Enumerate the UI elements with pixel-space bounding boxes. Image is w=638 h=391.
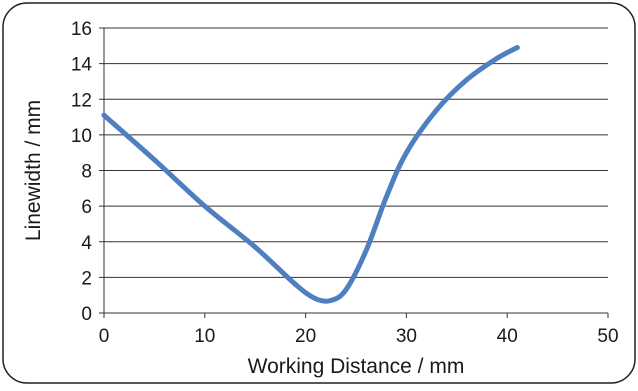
data-point (151, 157, 157, 163)
grid-lines (104, 27, 608, 278)
data-point (383, 194, 389, 200)
x-tick-label: 50 (597, 326, 618, 347)
y-tick-label: 8 (81, 162, 92, 183)
data-point (313, 296, 319, 302)
y-tick-label: 14 (71, 55, 93, 76)
y-tick-label: 2 (81, 268, 92, 289)
x-tick-label: 30 (396, 326, 417, 347)
series-layer (101, 45, 520, 304)
tick-labels: 0 2 4 6 8 10 12 14 16 0 10 20 30 40 50 (71, 19, 619, 347)
data-point (202, 203, 208, 209)
data-point (494, 55, 500, 61)
axes (99, 27, 609, 318)
data-point (403, 150, 409, 156)
x-tick-label: 10 (194, 326, 215, 347)
x-tick-label: 20 (295, 326, 316, 347)
data-point (514, 45, 520, 51)
y-tick-label: 16 (71, 19, 92, 40)
y-tick-label: 10 (71, 126, 92, 147)
x-tick-label: 40 (497, 326, 518, 347)
data-point (101, 112, 107, 118)
data-point (434, 107, 440, 113)
y-axis-label: Linewidth / mm (22, 100, 45, 241)
data-point (328, 298, 334, 304)
data-point (252, 244, 258, 250)
y-tick-label: 4 (81, 233, 92, 254)
data-point (464, 77, 470, 83)
y-tick-label: 12 (71, 90, 92, 111)
y-tick-label: 0 (81, 304, 92, 325)
x-axis-label: Working Distance / mm (248, 355, 465, 378)
data-point (293, 282, 299, 287)
y-tick-label: 6 (81, 197, 92, 218)
chart-border (2, 2, 636, 384)
data-point (363, 248, 369, 254)
data-point (343, 287, 349, 293)
x-tick-label: 0 (99, 326, 110, 347)
